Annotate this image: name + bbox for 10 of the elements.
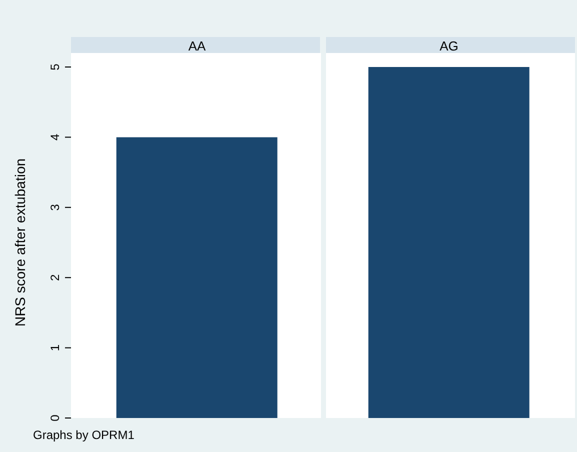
y-tick-label: 0 bbox=[48, 414, 62, 422]
y-tick-label: 1 bbox=[48, 344, 62, 352]
y-tick-label: 4 bbox=[48, 134, 62, 141]
y-tick-label: 2 bbox=[48, 274, 62, 281]
text: Graphs by OPRM1 bbox=[33, 428, 134, 442]
y-axis-title: NRS score after extubation bbox=[12, 158, 28, 327]
x-tick-label: AG bbox=[440, 38, 458, 54]
y-tick-label: 3 bbox=[48, 204, 62, 211]
x-tick-label: AA bbox=[188, 38, 206, 54]
y-tick-label: 5 bbox=[48, 63, 62, 70]
